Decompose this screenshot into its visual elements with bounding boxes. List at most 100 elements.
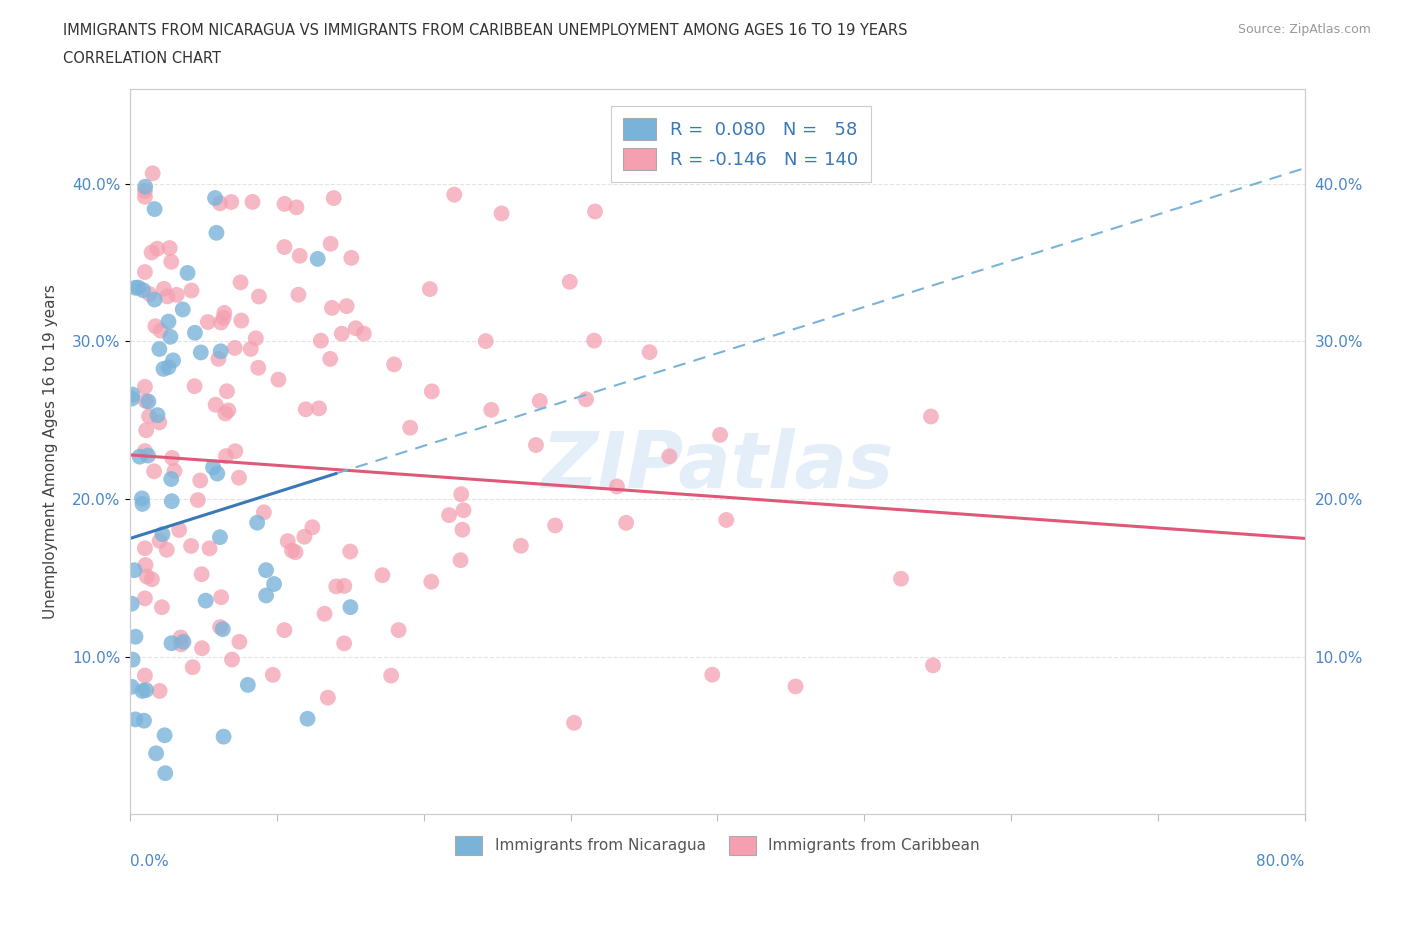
Point: [228, 471, 250, 485]
Point: [509, 538, 531, 553]
Point: [132, 713, 155, 728]
Point: [330, 326, 353, 341]
Point: [153, 728, 176, 743]
Text: CORRELATION CHART: CORRELATION CHART: [63, 51, 221, 66]
Point: [267, 372, 290, 387]
Point: [128, 449, 150, 464]
Point: [163, 463, 186, 478]
Point: [273, 623, 295, 638]
Point: [149, 684, 172, 698]
Point: [339, 600, 361, 615]
Point: [451, 523, 474, 538]
Point: [124, 712, 146, 727]
Point: [172, 634, 194, 649]
Point: [217, 403, 239, 418]
Point: [319, 352, 342, 366]
Point: [212, 311, 235, 325]
Point: [150, 600, 173, 615]
Point: [136, 448, 159, 463]
Point: [209, 315, 232, 330]
Point: [187, 493, 209, 508]
Point: [246, 515, 269, 530]
Point: [920, 409, 942, 424]
Point: [344, 321, 367, 336]
Point: [124, 630, 146, 644]
Point: [141, 245, 163, 259]
Point: [236, 677, 259, 692]
Point: [148, 341, 170, 356]
Point: [382, 357, 405, 372]
Point: [180, 283, 202, 298]
Point: [277, 534, 299, 549]
Point: [702, 667, 724, 682]
Legend: Immigrants from Nicaragua, Immigrants from Caribbean: Immigrants from Nicaragua, Immigrants fr…: [449, 830, 986, 861]
Point: [207, 466, 229, 481]
Point: [215, 384, 238, 399]
Point: [339, 544, 361, 559]
Point: [583, 333, 606, 348]
Point: [146, 407, 169, 422]
Point: [336, 299, 359, 313]
Point: [170, 637, 193, 652]
Point: [134, 379, 156, 394]
Text: 0.0%: 0.0%: [131, 854, 169, 869]
Point: [785, 679, 807, 694]
Point: [181, 659, 204, 674]
Point: [209, 344, 232, 359]
Point: [149, 534, 172, 549]
Point: [208, 530, 231, 545]
Point: [254, 563, 277, 578]
Point: [273, 196, 295, 211]
Point: [143, 464, 166, 479]
Point: [131, 491, 153, 506]
Point: [184, 326, 207, 340]
Point: [284, 545, 307, 560]
Y-axis label: Unemployment Among Ages 16 to 19 years: Unemployment Among Ages 16 to 19 years: [44, 285, 58, 619]
Point: [314, 606, 336, 621]
Point: [450, 486, 472, 501]
Point: [709, 428, 731, 443]
Point: [194, 593, 217, 608]
Point: [474, 334, 496, 349]
Point: [340, 250, 363, 265]
Point: [658, 449, 681, 464]
Point: [247, 360, 270, 375]
Point: [301, 520, 323, 535]
Point: [209, 619, 232, 634]
Point: [198, 541, 221, 556]
Point: [167, 523, 190, 538]
Point: [614, 515, 637, 530]
Point: [205, 225, 228, 240]
Point: [132, 283, 155, 298]
Point: [247, 289, 270, 304]
Point: [160, 450, 183, 465]
Point: [121, 387, 143, 402]
Point: [145, 746, 167, 761]
Point: [148, 415, 170, 430]
Point: [239, 341, 262, 356]
Text: IMMIGRANTS FROM NICARAGUA VS IMMIGRANTS FROM CARIBBEAN UNEMPLOYMENT AMONG AGES 1: IMMIGRANTS FROM NICARAGUA VS IMMIGRANTS …: [63, 23, 908, 38]
Point: [155, 765, 177, 780]
Point: [287, 287, 309, 302]
Point: [453, 503, 475, 518]
Point: [214, 305, 236, 320]
Point: [273, 240, 295, 255]
Point: [190, 566, 212, 581]
Point: [420, 574, 443, 589]
Point: [209, 196, 232, 211]
Point: [160, 254, 183, 269]
Point: [138, 409, 160, 424]
Point: [450, 552, 472, 567]
Point: [134, 179, 156, 194]
Point: [316, 690, 339, 705]
Point: [191, 641, 214, 656]
Point: [142, 166, 165, 180]
Point: [135, 569, 157, 584]
Point: [131, 684, 153, 698]
Point: [149, 323, 172, 338]
Point: [166, 287, 188, 302]
Point: [162, 352, 184, 367]
Point: [134, 668, 156, 683]
Point: [638, 345, 661, 360]
Point: [134, 541, 156, 556]
